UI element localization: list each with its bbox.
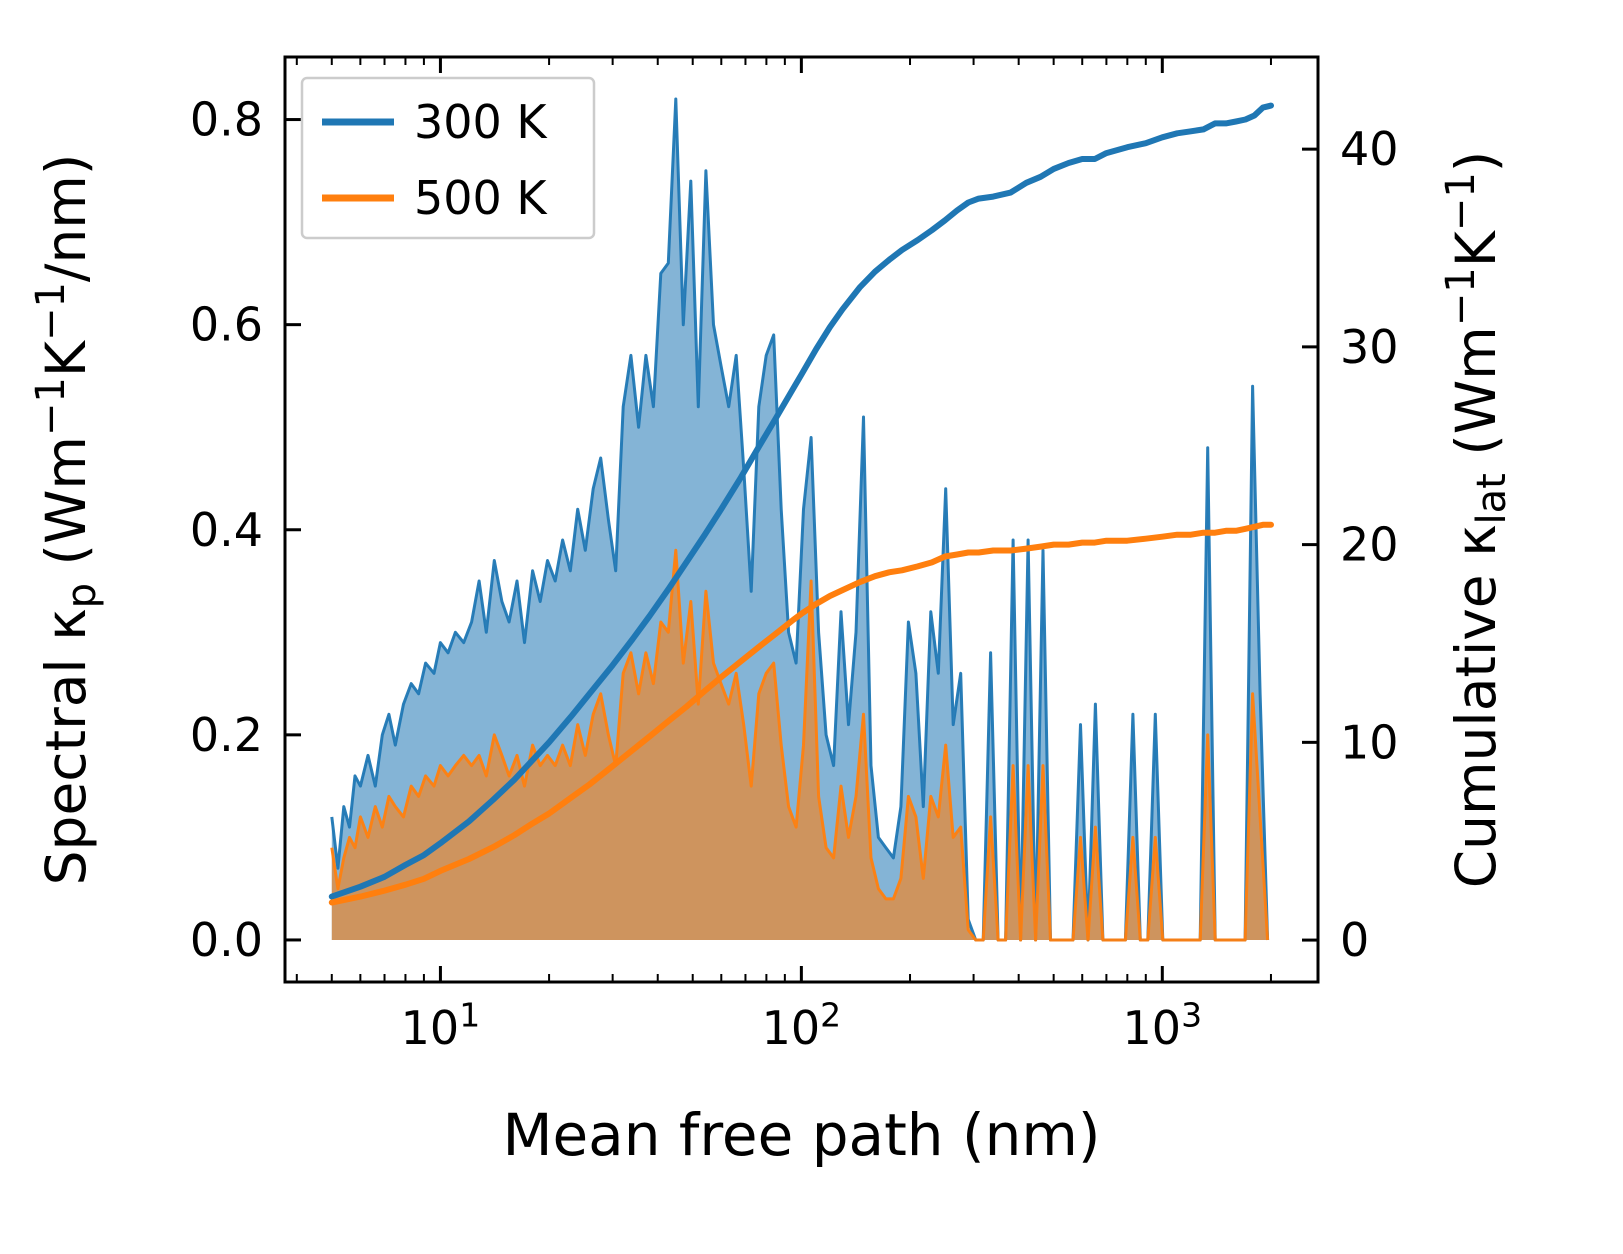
spectral-300k-area	[331, 99, 1268, 940]
x-tick-label: 103	[1123, 996, 1203, 1055]
plot-area	[328, 97, 1274, 942]
axes: 101 102 103 0.0 0.2 0.4 0.6 0.8 0 10 20 30 40	[190, 55, 1399, 1055]
y-left-tick-label: 0.2	[190, 708, 263, 762]
y-right-tick-label: 0	[1340, 913, 1369, 967]
y-left-tick-label: 0.8	[190, 93, 263, 147]
y-left-tick-label: 0.0	[190, 913, 263, 967]
spectral-500k-area	[331, 550, 1268, 940]
spectral-500k-outline	[330, 548, 1270, 942]
cumulative-500k-line	[328, 521, 1274, 906]
y-left-tick-label: 0.6	[190, 298, 263, 352]
y-right-tick-label: 20	[1340, 518, 1399, 572]
y-right-tick-label: 40	[1340, 122, 1399, 176]
legend-label: 300 K	[414, 95, 548, 149]
legend-label: 500 K	[414, 171, 548, 225]
y-left-tick-label: 0.4	[190, 503, 263, 557]
legend: 300 K 500 K	[300, 76, 596, 240]
y-axis-label-right: Cumulative κlat (Wm−1K−1)	[1438, 151, 1515, 889]
cumulative-300k-line	[328, 102, 1274, 900]
y-right-tick-label: 30	[1340, 320, 1399, 374]
y-right-tick-label: 10	[1340, 715, 1399, 769]
plot-border	[283, 55, 1320, 984]
y-axis-label-left: Spectral κp (Wm−1K−1/nm)	[28, 154, 105, 886]
x-tick-label: 101	[401, 996, 481, 1055]
x-axis-label: Mean free path (nm)	[502, 1101, 1100, 1169]
x-tick-label: 102	[762, 996, 842, 1055]
